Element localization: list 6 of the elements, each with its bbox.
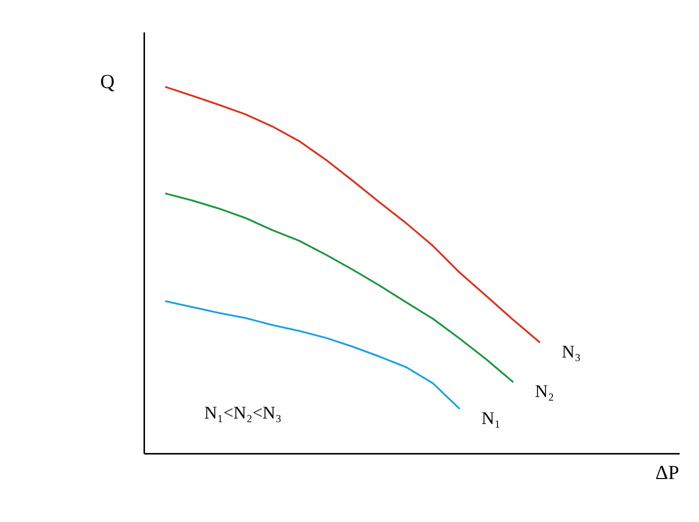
y-axis-title: Q bbox=[100, 70, 115, 93]
series-label: N₁ bbox=[481, 408, 501, 428]
series-label: N₂ bbox=[535, 381, 554, 402]
text: ΔP bbox=[655, 462, 680, 484]
series-label: N₃ bbox=[562, 341, 581, 362]
annotation: N₁<N₂<N₃ bbox=[204, 402, 282, 423]
